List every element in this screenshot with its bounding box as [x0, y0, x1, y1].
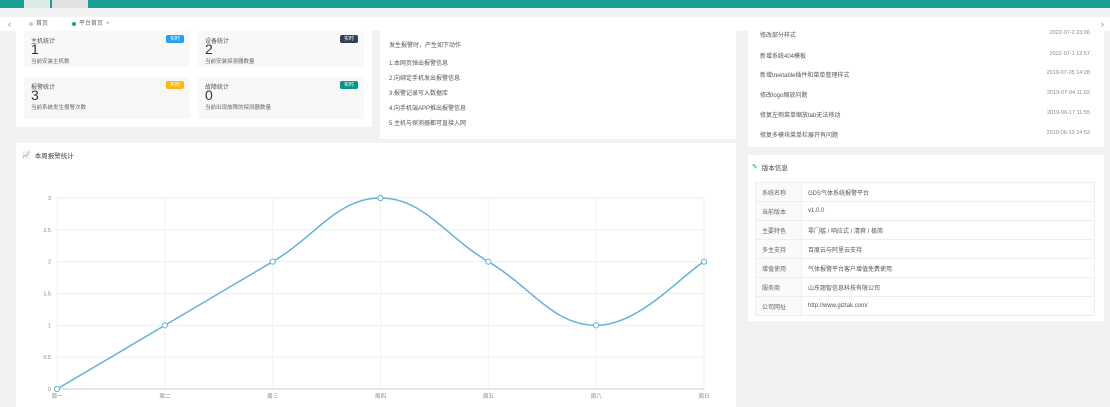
y-tick-label: 3	[48, 196, 51, 202]
version-value: GDS气体系统报警平台	[802, 183, 1095, 202]
version-value: 气体报警平台客户增值免费使用	[802, 259, 1095, 278]
table-row: 系统名称 GDS气体系统报警平台	[756, 183, 1095, 202]
y-tick-label: 1.5	[43, 292, 51, 298]
table-row: 多主支持 百度云与阿里云支持	[756, 240, 1095, 259]
x-tick-label: 周日	[698, 393, 709, 400]
version-key: 公司网址	[756, 297, 802, 316]
version-value: v1.0.0	[802, 202, 1095, 221]
version-value: 百度云与阿里云支持	[802, 240, 1095, 259]
version-key: 增值使用	[756, 259, 802, 278]
data-point	[701, 259, 706, 264]
x-tick-label: 周二	[159, 393, 171, 400]
version-table: 系统名称 GDS气体系统报警平台 当前版本 v1.0.0 主要特色 零门槛 / 响应式…	[755, 182, 1095, 316]
version-key: 主要特色	[756, 221, 802, 240]
x-tick-label: 周一	[51, 393, 63, 400]
x-tick-label: 周四	[375, 393, 386, 400]
table-row: 公司网址 http://www.giztak.com/	[756, 297, 1095, 316]
x-tick-label: 周三	[267, 393, 279, 400]
table-row: 当前版本 v1.0.0	[756, 202, 1095, 221]
table-row: 服务商 山东翘智信息科技有限公司	[756, 278, 1095, 297]
data-point	[270, 259, 275, 264]
version-key: 当前版本	[756, 202, 802, 221]
table-row: 增值使用 气体报警平台客户增值免费使用	[756, 259, 1095, 278]
data-point	[162, 323, 167, 328]
y-tick-label: 0.5	[43, 355, 51, 361]
version-key: 服务商	[756, 278, 802, 297]
data-point	[378, 195, 383, 200]
info-icon: ✎	[752, 163, 758, 171]
company-url-link[interactable]: http://www.giztak.com/	[808, 303, 868, 309]
x-tick-label: 周五	[483, 393, 495, 400]
y-tick-label: 0	[48, 387, 51, 393]
data-point	[486, 259, 491, 264]
version-value[interactable]: http://www.giztak.com/	[802, 297, 1095, 316]
version-value: 零门槛 / 响应式 / 清爽 / 极简	[802, 221, 1095, 240]
data-point	[594, 323, 599, 328]
version-value: 山东翘智信息科技有限公司	[802, 278, 1095, 297]
y-tick-label: 2	[48, 260, 51, 266]
y-tick-label: 2.5	[43, 228, 51, 234]
version-title: 版本信息	[762, 162, 788, 172]
data-point	[54, 386, 59, 391]
version-key: 系统名称	[756, 183, 802, 202]
version-header: ✎ 版本信息	[752, 162, 788, 172]
x-tick-label: 周六	[591, 392, 603, 400]
table-row: 主要特色 零门槛 / 响应式 / 清爽 / 极简	[756, 221, 1095, 240]
version-key: 多主支持	[756, 240, 802, 259]
y-tick-label: 1	[48, 323, 51, 329]
